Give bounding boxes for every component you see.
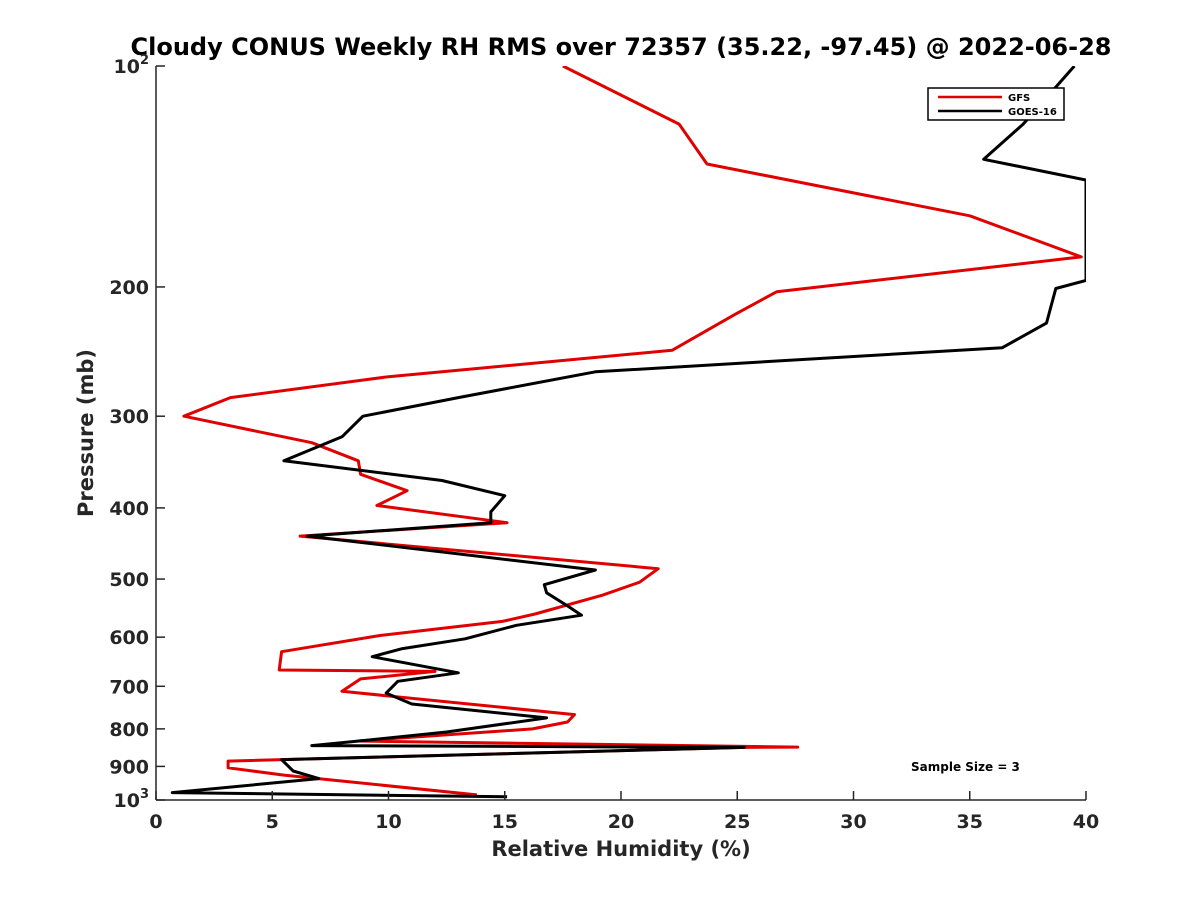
y-tick-label-exponent: 3 [140,787,149,802]
y-tick-label: 900 [109,756,149,778]
sample-size-annotation: Sample Size = 3 [911,760,1020,774]
y-tick-label-exponent: 2 [140,53,149,68]
legend-box [927,87,1065,121]
x-tick-label: 20 [608,811,634,833]
y-tick-label: 400 [109,498,149,520]
y-tick-label: 800 [109,719,149,741]
x-tick-label: 10 [375,811,401,833]
y-tick-label: 102 [114,53,150,78]
series-line-gfs [182,66,1083,797]
y-tick-label: 200 [109,277,149,299]
y-tick-label: 600 [109,627,149,649]
legend: GFS GOES-16 [927,87,1065,121]
plot-area: 0 5 10 15 20 25 30 35 40102200300400500600700800… [109,53,1099,833]
y-tick-label-base: 10 [114,56,140,78]
y-tick-label: 500 [109,569,149,591]
y-tick-label: 300 [109,406,149,428]
chart-title: Cloudy CONUS Weekly RH RMS over 72357 (3… [131,33,1112,61]
x-tick-label: 30 [840,811,866,833]
x-axis-label: Relative Humidity (%) [491,837,750,861]
x-tick-label: 35 [957,811,983,833]
x-tick-label: 15 [492,811,518,833]
y-tick-label-base: 10 [114,790,140,812]
y-axis-label: Pressure (mb) [74,349,98,517]
x-tick-label: 0 [149,811,162,833]
legend-label: GFS [1008,93,1030,104]
y-tick-label: 700 [109,676,149,698]
series-line-goes-16 [170,66,1086,799]
x-tick-label: 25 [724,811,750,833]
y-tick-label: 103 [114,787,150,812]
x-tick-label: 5 [266,811,279,833]
x-tick-label: 40 [1073,811,1099,833]
legend-label: GOES-16 [1008,107,1057,118]
